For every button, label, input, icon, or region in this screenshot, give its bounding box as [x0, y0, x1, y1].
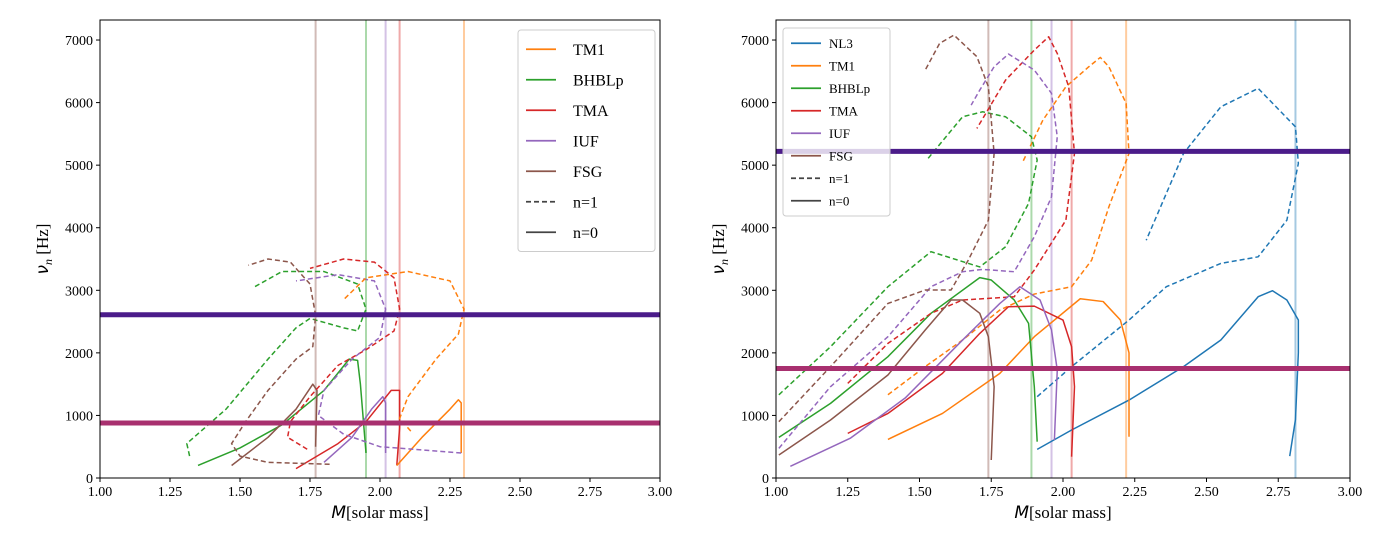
x-tick-label: 2.25 — [438, 485, 463, 500]
series-TM1-n0 — [887, 297, 1130, 441]
y-tick-label: 7000 — [741, 34, 769, 49]
y-axis-label: νn [Hz] — [33, 224, 55, 275]
y-tick-label: 6000 — [65, 97, 93, 112]
y-tick-label: 7000 — [65, 34, 93, 49]
x-tick-label: 1.75 — [979, 485, 1004, 500]
legend-label: n=0 — [573, 225, 598, 242]
series-TMA-n0 — [295, 389, 401, 470]
legend-box — [517, 29, 656, 252]
x-tick-label: 1.75 — [298, 485, 323, 500]
y-tick-label: 3000 — [741, 284, 769, 299]
x-tick-label: 2.75 — [578, 485, 603, 500]
legend: TM1 BHBLp TMA IUF FSG n=1 n=0 — [517, 29, 656, 252]
chart-panel-1: 1.00 1.25 1.50 1.75 2.00 2.25 2.50 2.75 3.00 0 100… — [33, 19, 673, 523]
series-BHBLp-n1 — [778, 111, 1038, 396]
legend-label: TM1 — [829, 58, 855, 73]
x-tick-label: 3.00 — [1338, 485, 1363, 500]
x-tick-label: 2.50 — [508, 485, 533, 500]
x-tick-label: 1.25 — [836, 485, 861, 500]
series-FSG-n0 — [231, 383, 318, 467]
series-FSG-n1 — [230, 258, 330, 465]
series-IUF-n0 — [323, 395, 387, 463]
x-axis-label: M[solar mass] — [331, 503, 428, 523]
series-TMA-n0 — [847, 305, 1076, 457]
y-tick-label: 4000 — [65, 222, 93, 237]
legend-label: FSG — [573, 164, 603, 181]
x-tick-label: 2.75 — [1266, 485, 1291, 500]
series-NL3-n0 — [1036, 289, 1300, 457]
plot-area — [100, 20, 660, 478]
legend-label: IUF — [829, 126, 850, 141]
legend-label: FSG — [829, 148, 853, 163]
legend-label: n=0 — [829, 193, 849, 208]
legend-label: TMA — [829, 103, 859, 118]
legend-label: NL3 — [829, 36, 853, 51]
series-FSG-n0 — [778, 299, 995, 461]
legend-box — [782, 27, 891, 217]
y-tick-label: 1000 — [65, 409, 93, 424]
x-tick-label: 2.25 — [1123, 485, 1148, 500]
series-IUF-n0 — [790, 285, 1059, 468]
series-IUF-n1 — [295, 273, 462, 454]
x-tick-label: 1.00 — [88, 485, 113, 500]
x-tick-label: 2.00 — [1051, 485, 1076, 500]
y-tick-label: 2000 — [65, 347, 93, 362]
y-tick-label: 3000 — [65, 284, 93, 299]
series-BHBLp-n0 — [197, 358, 367, 467]
legend-label: IUF — [573, 133, 599, 150]
x-tick-label: 1.25 — [158, 485, 183, 500]
y-tick-label: 0 — [762, 472, 769, 487]
y-tick-label: 2000 — [741, 347, 769, 362]
legend-label: TMA — [573, 103, 609, 120]
legend-label: TM1 — [573, 42, 605, 59]
series-FSG-n1 — [778, 34, 995, 423]
series-TM1-n1 — [343, 270, 465, 432]
y-tick-label: 0 — [86, 472, 93, 487]
y-tick-label: 5000 — [65, 159, 93, 174]
series-BHBLp-n0 — [778, 276, 1038, 442]
x-tick-label: 1.50 — [907, 485, 932, 500]
legend-label: n=1 — [573, 194, 598, 211]
series-TM1-n1 — [887, 56, 1130, 396]
series-TMA-n1 — [847, 36, 1076, 384]
y-tick-label: 1000 — [741, 409, 769, 424]
x-tick-label: 1.00 — [764, 485, 789, 500]
chart-panel-2: 1.00 1.25 1.50 1.75 2.00 2.25 2.50 2.75 3.00 0 100… — [709, 19, 1363, 523]
y-tick-label: 5000 — [741, 159, 769, 174]
x-axis-label: M[solar mass] — [1014, 503, 1111, 523]
series-NL3-n1 — [1036, 87, 1300, 398]
legend-label: BHBLp — [829, 81, 870, 96]
x-tick-label: 2.50 — [1194, 485, 1219, 500]
legend-label: n=1 — [829, 171, 849, 186]
x-tick-label: 3.00 — [648, 485, 673, 500]
legend: NL3 TM1 BHBLp TMA IUF FSG n=1 n=0 — [782, 27, 891, 217]
y-axis-label: νn [Hz] — [709, 224, 731, 275]
series-TM1-n0 — [396, 399, 462, 466]
series-IUF-n1 — [778, 53, 1059, 449]
legend-label: BHBLp — [573, 72, 624, 89]
y-tick-label: 6000 — [741, 97, 769, 112]
x-tick-label: 1.50 — [228, 485, 253, 500]
x-tick-label: 2.00 — [368, 485, 393, 500]
series-BHBLp-n1 — [186, 270, 367, 457]
y-tick-label: 4000 — [741, 222, 769, 237]
